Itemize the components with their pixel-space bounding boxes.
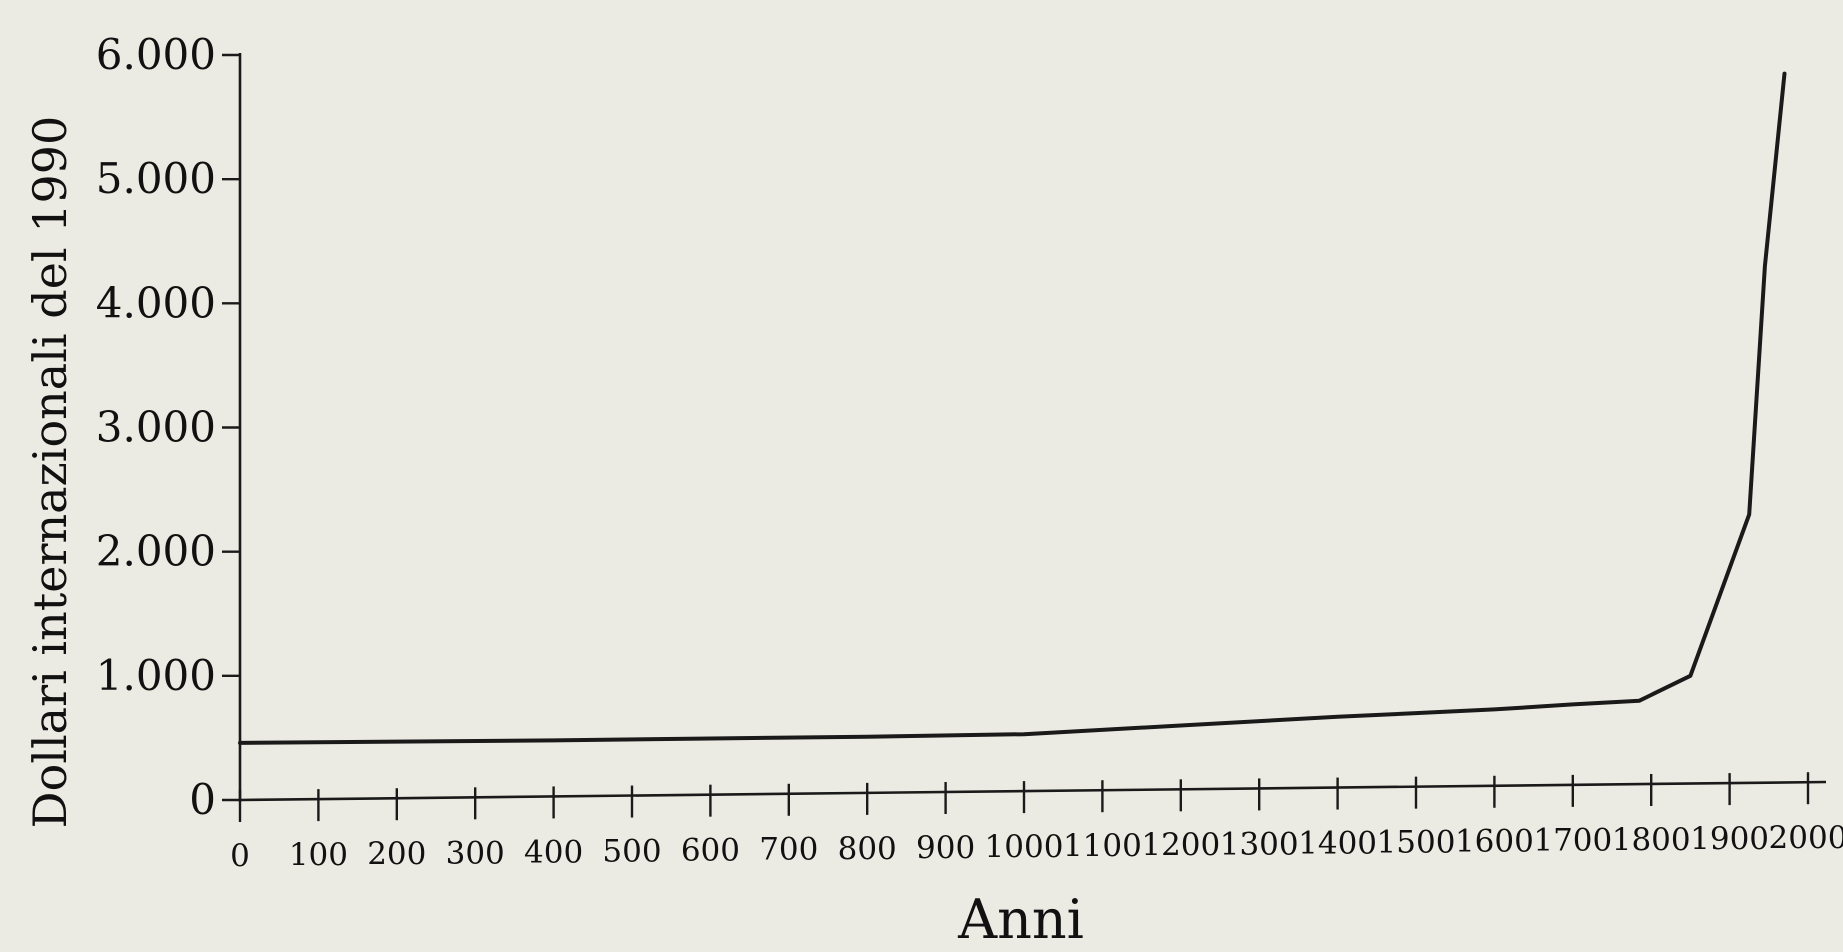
y-tick-label: 2.000 — [96, 527, 216, 576]
x-tick-label: 1500 — [1377, 825, 1456, 861]
y-axis-title: Dollari internazionali del 1990 — [23, 116, 77, 829]
x-tick-label: 1300 — [1220, 826, 1299, 862]
x-tick-label: 1200 — [1141, 827, 1220, 863]
x-tick-label: 2000 — [1769, 820, 1843, 856]
x-tick-label: 1100 — [1063, 828, 1142, 864]
x-tick-label: 1000 — [985, 829, 1064, 865]
y-tick-label: 3.000 — [96, 403, 216, 452]
series-group — [238, 71, 1787, 745]
y-tick-label: 4.000 — [96, 278, 216, 327]
x-tick-label: 1900 — [1690, 821, 1769, 857]
y-tick-label: 0 — [189, 775, 216, 824]
x-axis-line — [239, 780, 1827, 802]
x-axis-title: Anni — [957, 888, 1084, 951]
x-tick-label: 1800 — [1612, 822, 1691, 858]
x-tick-label: 300 — [446, 835, 505, 871]
axes: 0 1.000 2.000 3.000 4.000 5.000 6.000 0 100 200 30… — [96, 30, 1843, 874]
x-tick-label: 1700 — [1533, 823, 1612, 859]
x-tick-label: 800 — [838, 831, 897, 867]
y-tick-label: 6.000 — [96, 30, 216, 79]
x-tick-label: 600 — [681, 833, 740, 869]
x-tick-label: 100 — [289, 837, 348, 873]
x-tick-label: 400 — [524, 834, 583, 870]
x-tick-label: 1600 — [1455, 824, 1534, 860]
x-tick-label: 700 — [759, 832, 818, 868]
x-tick-label: 1400 — [1298, 825, 1377, 861]
x-tick-label: 200 — [367, 836, 426, 872]
x-tick-label: 900 — [916, 830, 975, 866]
y-tick-label: 1.000 — [96, 651, 216, 700]
y-tick-label: 5.000 — [96, 154, 216, 203]
series-line-0 — [238, 71, 1787, 745]
y-axis-title-group: Dollari internazionali del 1990 — [23, 116, 77, 829]
x-tick-label: 500 — [602, 834, 661, 870]
x-tick-label: 0 — [230, 838, 250, 874]
